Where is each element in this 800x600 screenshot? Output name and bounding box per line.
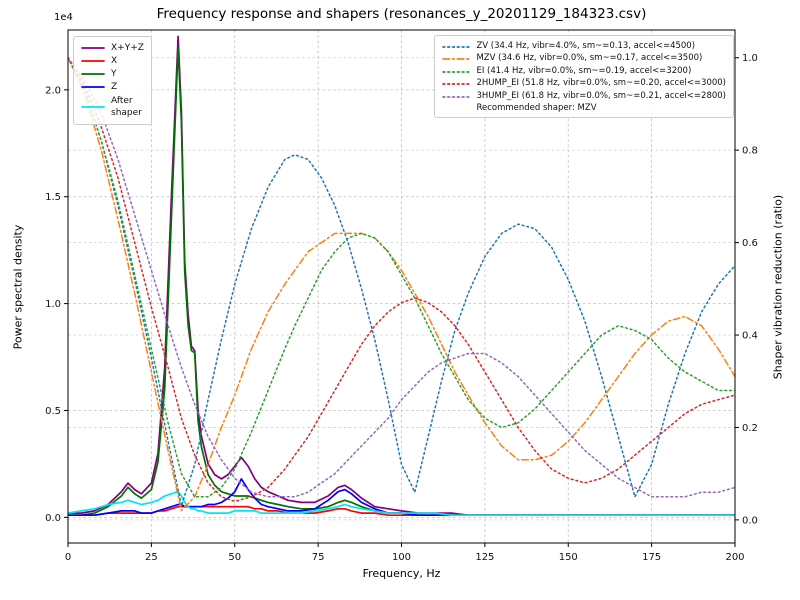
legend-item: X xyxy=(81,55,144,67)
legend-line-swatch xyxy=(81,47,105,49)
legend-line-swatch xyxy=(81,105,105,108)
legend-line-swatch xyxy=(442,95,471,98)
legend-item: EI (41.4 Hz, vibr=0.0%, sm~=0.19, accel<… xyxy=(442,66,726,77)
left-axis-offset-text: 1e4 xyxy=(54,12,73,23)
right-y-tick-label: 0.8 xyxy=(742,146,758,157)
shaper-legend-items: ZV (34.4 Hz, vibr=4.0%, sm~=0.13, accel<… xyxy=(442,41,726,102)
legend-item-label: After shaper xyxy=(111,95,142,118)
left-axis-label: Power spectral density xyxy=(11,224,25,350)
chart-title: Frequency response and shapers (resonanc… xyxy=(156,6,647,22)
legend-item: Z xyxy=(81,81,144,93)
legend-item-label: EI (41.4 Hz, vibr=0.0%, sm~=0.19, accel<… xyxy=(476,65,692,76)
series-2hump-ei xyxy=(68,56,735,503)
x-tick-label: 200 xyxy=(725,552,744,563)
psd-legend: X+Y+Z X Y Z After shaper xyxy=(73,36,152,125)
right-y-tick-label: 1.0 xyxy=(742,53,758,64)
legend-line-swatch xyxy=(81,60,105,63)
recommended-shaper-note: Recommended shaper: MZV xyxy=(476,103,597,114)
right-y-tick-label: 0.0 xyxy=(742,515,758,526)
shaper-legend: ZV (34.4 Hz, vibr=4.0%, sm~=0.13, accel<… xyxy=(434,35,734,119)
legend-item: ZV (34.4 Hz, vibr=4.0%, sm~=0.13, accel<… xyxy=(442,41,726,52)
x-tick-label: 0 xyxy=(65,552,71,563)
left-y-tick-label: 2.0 xyxy=(45,85,61,96)
legend-item-label: X+Y+Z xyxy=(111,43,144,53)
x-tick-label: 100 xyxy=(392,552,411,563)
legend-item-label: MZV (34.6 Hz, vibr=0.0%, sm~=0.17, accel… xyxy=(476,53,703,64)
legend-item-label: 2HUMP_EI (51.8 Hz, vibr=0.0%, sm~=0.20, … xyxy=(476,78,726,89)
legend-line-swatch xyxy=(442,45,471,48)
x-tick-label: 175 xyxy=(642,552,661,563)
legend-line-swatch xyxy=(81,86,105,89)
right-y-tick-label: 0.2 xyxy=(742,423,758,434)
legend-item-label: 3HUMP_EI (61.8 Hz, vibr=0.0%, sm~=0.21, … xyxy=(476,90,726,101)
series-3hump-ei xyxy=(68,56,735,498)
legend-item-label: X xyxy=(111,56,118,67)
right-axis-label: Shaper vibration reduction (ratio) xyxy=(771,194,785,380)
left-y-tick-label: 1.5 xyxy=(45,192,61,203)
legend-item: 2HUMP_EI (51.8 Hz, vibr=0.0%, sm~=0.20, … xyxy=(442,78,726,89)
series-x-y-z xyxy=(68,35,735,517)
legend-line-swatch xyxy=(442,70,471,73)
legend-line-swatch xyxy=(442,58,471,61)
legend-item: X+Y+Z xyxy=(81,42,144,54)
x-tick-label: 125 xyxy=(475,552,494,563)
x-tick-label: 75 xyxy=(312,552,325,563)
left-y-tick-label: 1.0 xyxy=(45,299,61,310)
legend-item: Y xyxy=(81,68,144,80)
x-tick-label: 50 xyxy=(228,552,241,563)
right-y-tick-label: 0.6 xyxy=(742,238,758,249)
left-y-tick-label: 0.0 xyxy=(45,513,61,524)
legend-line-swatch xyxy=(81,73,105,76)
legend-line-swatch xyxy=(442,83,471,85)
legend-item: After shaper xyxy=(81,95,144,119)
legend-item-label: Y xyxy=(111,69,117,80)
legend-item: 3HUMP_EI (61.8 Hz, vibr=0.0%, sm~=0.21, … xyxy=(442,91,726,102)
legend-item-label: Z xyxy=(111,82,118,93)
legend-item-label: ZV (34.4 Hz, vibr=4.0%, sm~=0.13, accel<… xyxy=(476,41,696,51)
series-after-shaper xyxy=(68,490,735,517)
x-tick-label: 25 xyxy=(145,552,158,563)
x-tick-label: 150 xyxy=(559,552,578,563)
right-y-tick-label: 0.4 xyxy=(742,331,758,342)
x-axis-label: Frequency, Hz xyxy=(362,567,441,580)
left-y-tick-label: 0.5 xyxy=(45,406,61,417)
series-ei xyxy=(68,56,735,498)
legend-item: MZV (34.6 Hz, vibr=0.0%, sm~=0.17, accel… xyxy=(442,53,726,64)
